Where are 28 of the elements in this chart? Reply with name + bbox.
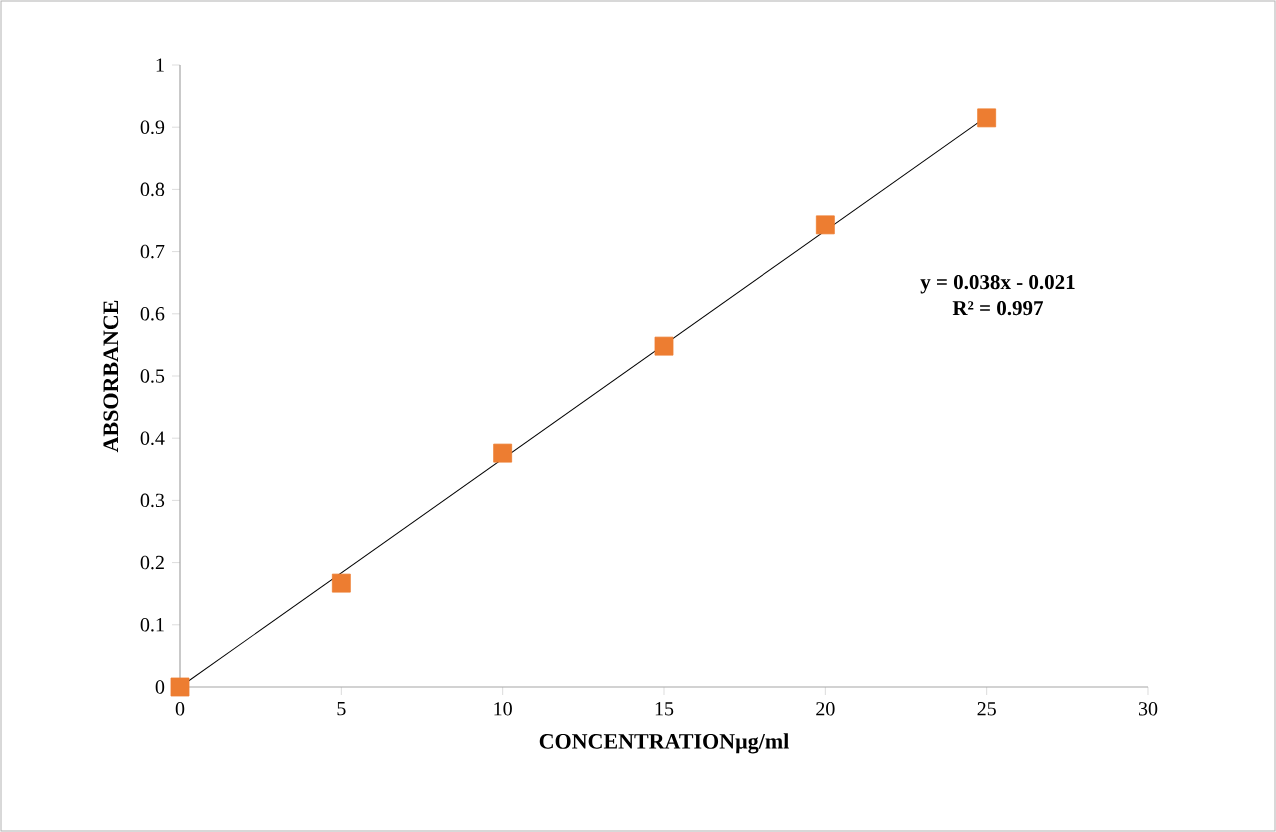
y-tick-label: 0.2 bbox=[140, 555, 164, 570]
point bbox=[331, 573, 351, 593]
point bbox=[170, 677, 190, 697]
y-tick-label: 0.6 bbox=[140, 307, 165, 321]
x-axis-title: CONCENTRATIONµg/ml bbox=[539, 733, 789, 754]
point bbox=[815, 215, 835, 235]
y-axis-title: ABSORBANCE bbox=[103, 300, 119, 453]
y-tick-label: 0.3 bbox=[140, 493, 165, 508]
x-tick-label: 10 bbox=[494, 702, 512, 716]
y-tick-label: 0 bbox=[155, 680, 165, 694]
point bbox=[654, 336, 674, 356]
x-tick-label: 15 bbox=[655, 702, 674, 716]
annotation: y = 0.038x - 0.021 bbox=[920, 275, 1075, 294]
x-tick-label: 30 bbox=[1138, 702, 1158, 716]
y-tick-label: 0.1 bbox=[140, 618, 164, 632]
point bbox=[977, 108, 997, 128]
y-tick-label: 0.9 bbox=[140, 120, 165, 134]
x-tick-label: 20 bbox=[816, 702, 835, 716]
y-tick-label: 0.5 bbox=[140, 369, 165, 383]
x-tick-label: 25 bbox=[977, 702, 996, 716]
annotation: R² = 0.997 bbox=[952, 301, 1044, 316]
x-tick-label: 5 bbox=[337, 702, 346, 716]
y-tick-label: 0.8 bbox=[140, 182, 165, 197]
y-tick-label: 0.4 bbox=[140, 431, 165, 445]
point bbox=[493, 443, 513, 463]
x-tick-label: 0 bbox=[175, 702, 185, 716]
y-tick-label: 1 bbox=[156, 58, 164, 72]
y-tick-label: 0.7 bbox=[140, 244, 165, 259]
